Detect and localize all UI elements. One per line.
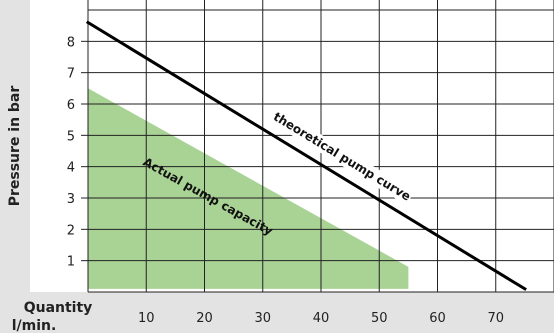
y-tick-label-3: 3 (67, 192, 75, 207)
series-area-1 (88, 88, 409, 289)
x-tick-label-60: 60 (429, 311, 446, 326)
y-tick-label-5: 5 (67, 129, 75, 144)
x-tick-label-40: 40 (313, 311, 330, 326)
x-tick-label-30: 30 (254, 311, 271, 326)
y-tick-label-8: 8 (67, 35, 75, 50)
y-tick-label-4: 4 (67, 161, 75, 176)
x-axis-label-line2: l/min. (12, 318, 57, 333)
y-tick-label-2: 2 (67, 223, 75, 238)
ylabel-panel (0, 0, 30, 333)
x-tick-label-50: 50 (371, 311, 388, 326)
x-axis-label-line1: Quantity (24, 300, 93, 316)
y-axis-label: Pressure in bar (7, 86, 23, 207)
series-line-0 (85, 20, 527, 291)
xlabel-panel (0, 292, 554, 333)
x-tick-label-20: 20 (196, 311, 213, 326)
y-tick-label-1: 1 (67, 255, 75, 270)
annotation-label-0: theoretical pump curve (271, 109, 413, 203)
annotation-bg-0 (269, 108, 415, 206)
y-tick-panel (30, 0, 88, 292)
y-tick-label-7: 7 (67, 67, 75, 82)
x-tick-label-70: 70 (487, 311, 504, 326)
x-tick-label-10: 10 (138, 311, 155, 326)
annotation-0: theoretical pump curve (269, 108, 415, 206)
y-tick-label-6: 6 (67, 98, 75, 113)
